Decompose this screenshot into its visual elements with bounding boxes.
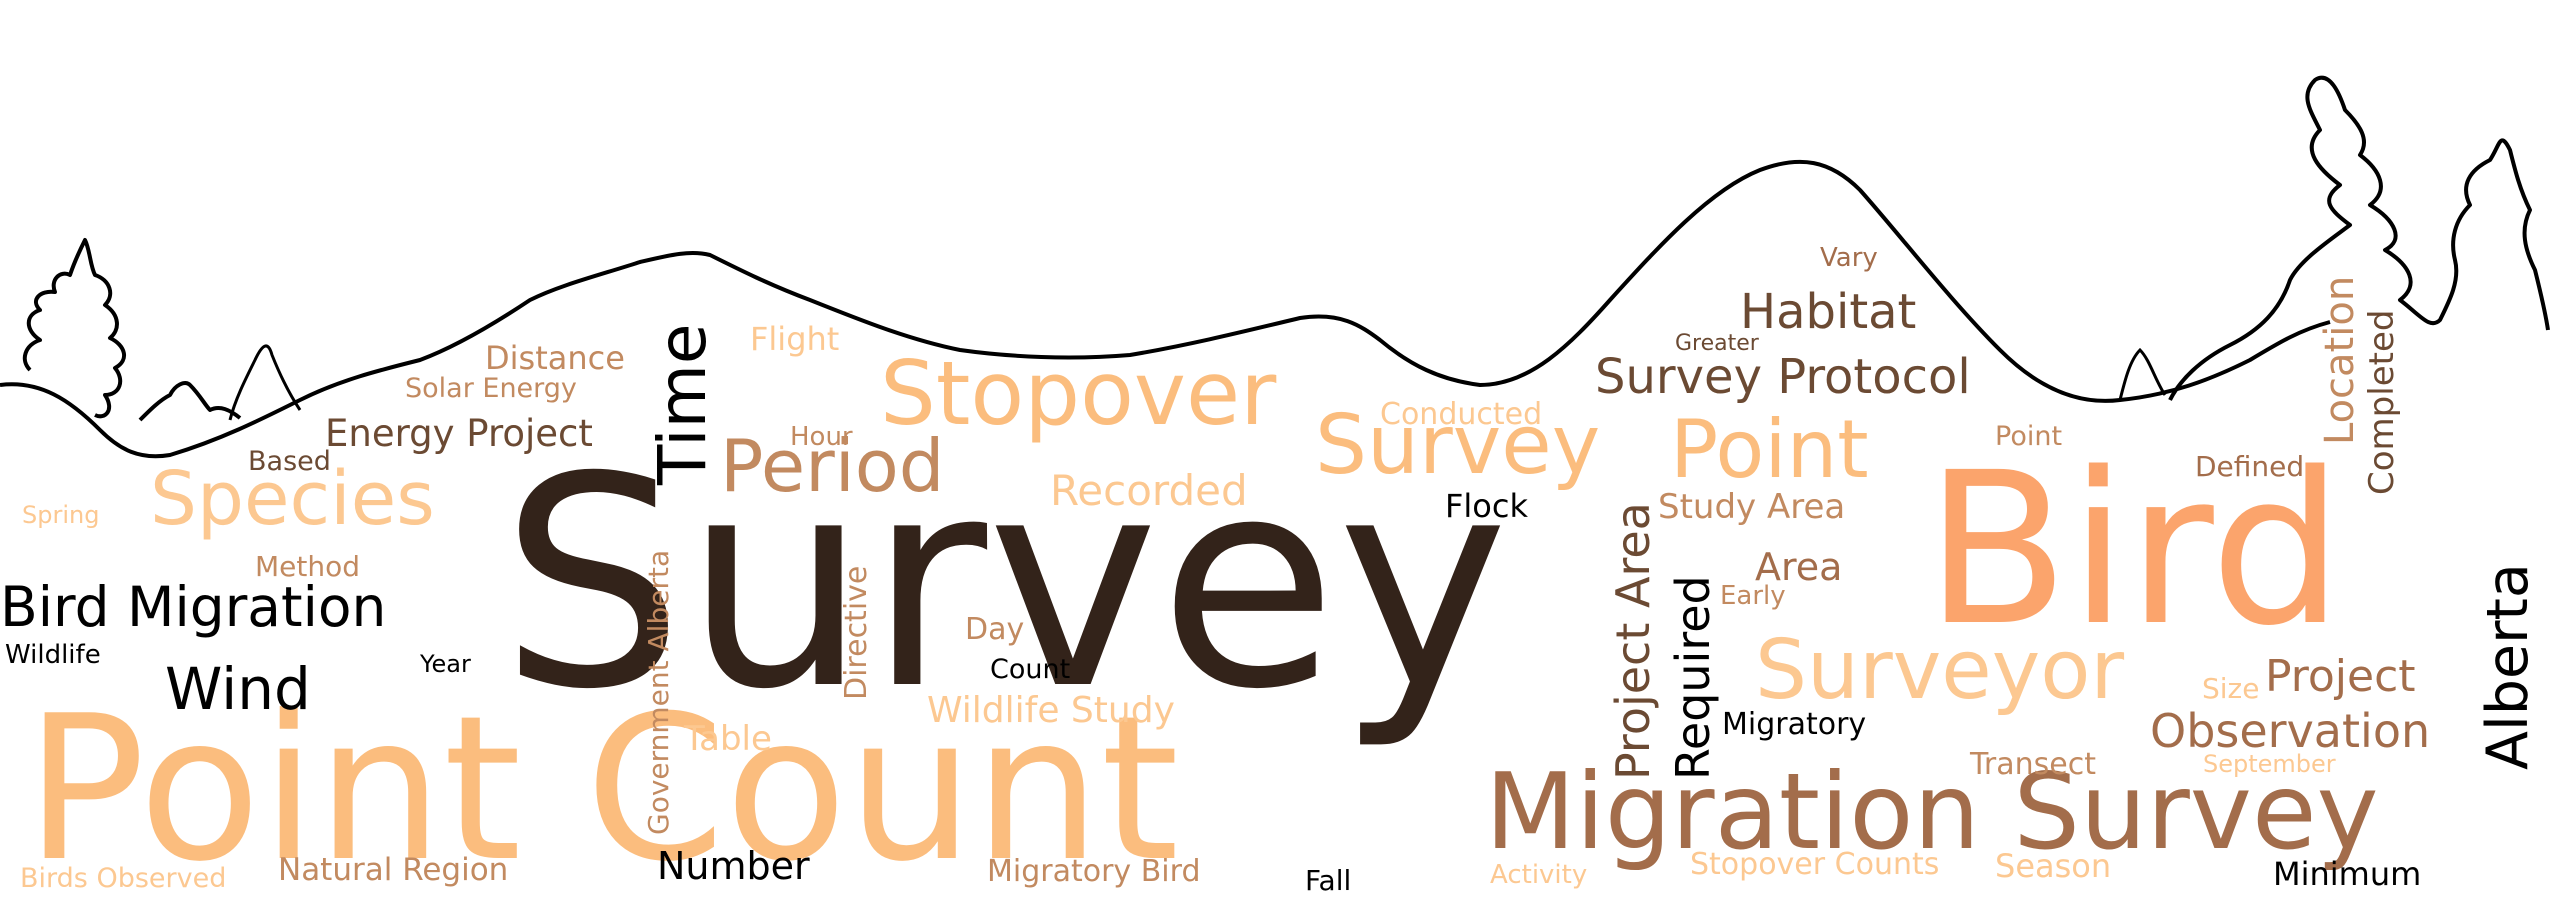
word-wildlife-study: Wildlife Study	[927, 690, 1175, 731]
word-natural-region: Natural Region	[278, 852, 509, 888]
word-birds-observed: Birds Observed	[20, 863, 227, 894]
word-survey-protocol: Survey Protocol	[1595, 349, 1971, 405]
word-table: Table	[684, 719, 772, 759]
word-solar-energy: Solar Energy	[405, 373, 577, 404]
word-vary: Vary	[1820, 243, 1878, 273]
mountain-ridge-line	[0, 159, 2331, 459]
word-completed: Completed	[2362, 309, 2402, 495]
word-spring: Spring	[22, 501, 100, 529]
word-conducted: Conducted	[1380, 397, 1543, 432]
right-tree-small-outline	[2118, 347, 2167, 401]
word-directive: Directive	[839, 565, 874, 700]
word-based: Based	[248, 446, 331, 477]
left-small-tree-outline	[228, 344, 302, 421]
word-wildlife: Wildlife	[5, 640, 101, 670]
left-tree-outline	[22, 238, 242, 422]
word-required: Required	[1666, 575, 1720, 780]
word-size: Size	[2202, 672, 2260, 705]
word-defined: Defined	[2195, 450, 2305, 483]
word-location: Location	[2317, 275, 2363, 445]
word-method: Method	[255, 550, 361, 583]
word-survey: Survey	[1315, 398, 1601, 493]
word-recorded: Recorded	[1050, 466, 1248, 515]
word-project-area: Project Area	[1606, 502, 1660, 780]
word-period: Period	[720, 424, 945, 508]
word-activity: Activity	[1490, 860, 1588, 890]
word-alberta: Alberta	[2475, 563, 2541, 770]
word-species: Species	[150, 456, 435, 542]
word-september: September	[2203, 750, 2336, 778]
word-study-area: Study Area	[1658, 487, 1846, 527]
word-day: Day	[965, 612, 1025, 647]
word-time: Time	[644, 323, 721, 485]
word-migratory: Migratory	[1722, 707, 1867, 742]
word-point: Point	[1670, 403, 1869, 496]
word-government-alberta: Government Alberta	[642, 549, 675, 835]
word-count: Count	[990, 654, 1071, 685]
word-point-count: Point Count	[25, 673, 1180, 906]
word-survey: Survey	[500, 416, 1509, 753]
word-point: Point	[1995, 421, 2063, 452]
word-bird-migration: Bird Migration	[0, 575, 387, 639]
word-year: Year	[420, 650, 471, 678]
right-tree-outline	[2168, 75, 2550, 401]
word-transect: Transect	[1970, 747, 2096, 782]
word-surveyor: Surveyor	[1755, 623, 2125, 718]
word-minimum: Minimum	[2273, 855, 2422, 893]
word-bird: Bird	[1925, 427, 2344, 672]
word-fall: Fall	[1305, 864, 1352, 897]
word-greater: Greater	[1675, 331, 1759, 356]
word-stopover-counts: Stopover Counts	[1690, 847, 1940, 882]
word-stopover: Stopover	[880, 342, 1277, 445]
word-wind: Wind	[165, 655, 311, 723]
word-number: Number	[657, 844, 810, 888]
word-energy-project: Energy Project	[325, 412, 593, 455]
word-flight: Flight	[750, 320, 840, 358]
word-observation: Observation	[2150, 704, 2431, 758]
word-migratory-bird: Migratory Bird	[987, 854, 1201, 889]
word-flock: Flock	[1445, 487, 1528, 525]
word-habitat: Habitat	[1740, 284, 1917, 340]
word-project: Project	[2265, 651, 2416, 702]
word-distance: Distance	[485, 339, 625, 377]
word-season: Season	[1995, 847, 2112, 885]
word-migration-survey: Migration Survey	[1485, 751, 2379, 873]
word-area: Area	[1755, 545, 1843, 589]
word-hour: Hour	[790, 422, 853, 452]
word-early: Early	[1720, 581, 1786, 611]
